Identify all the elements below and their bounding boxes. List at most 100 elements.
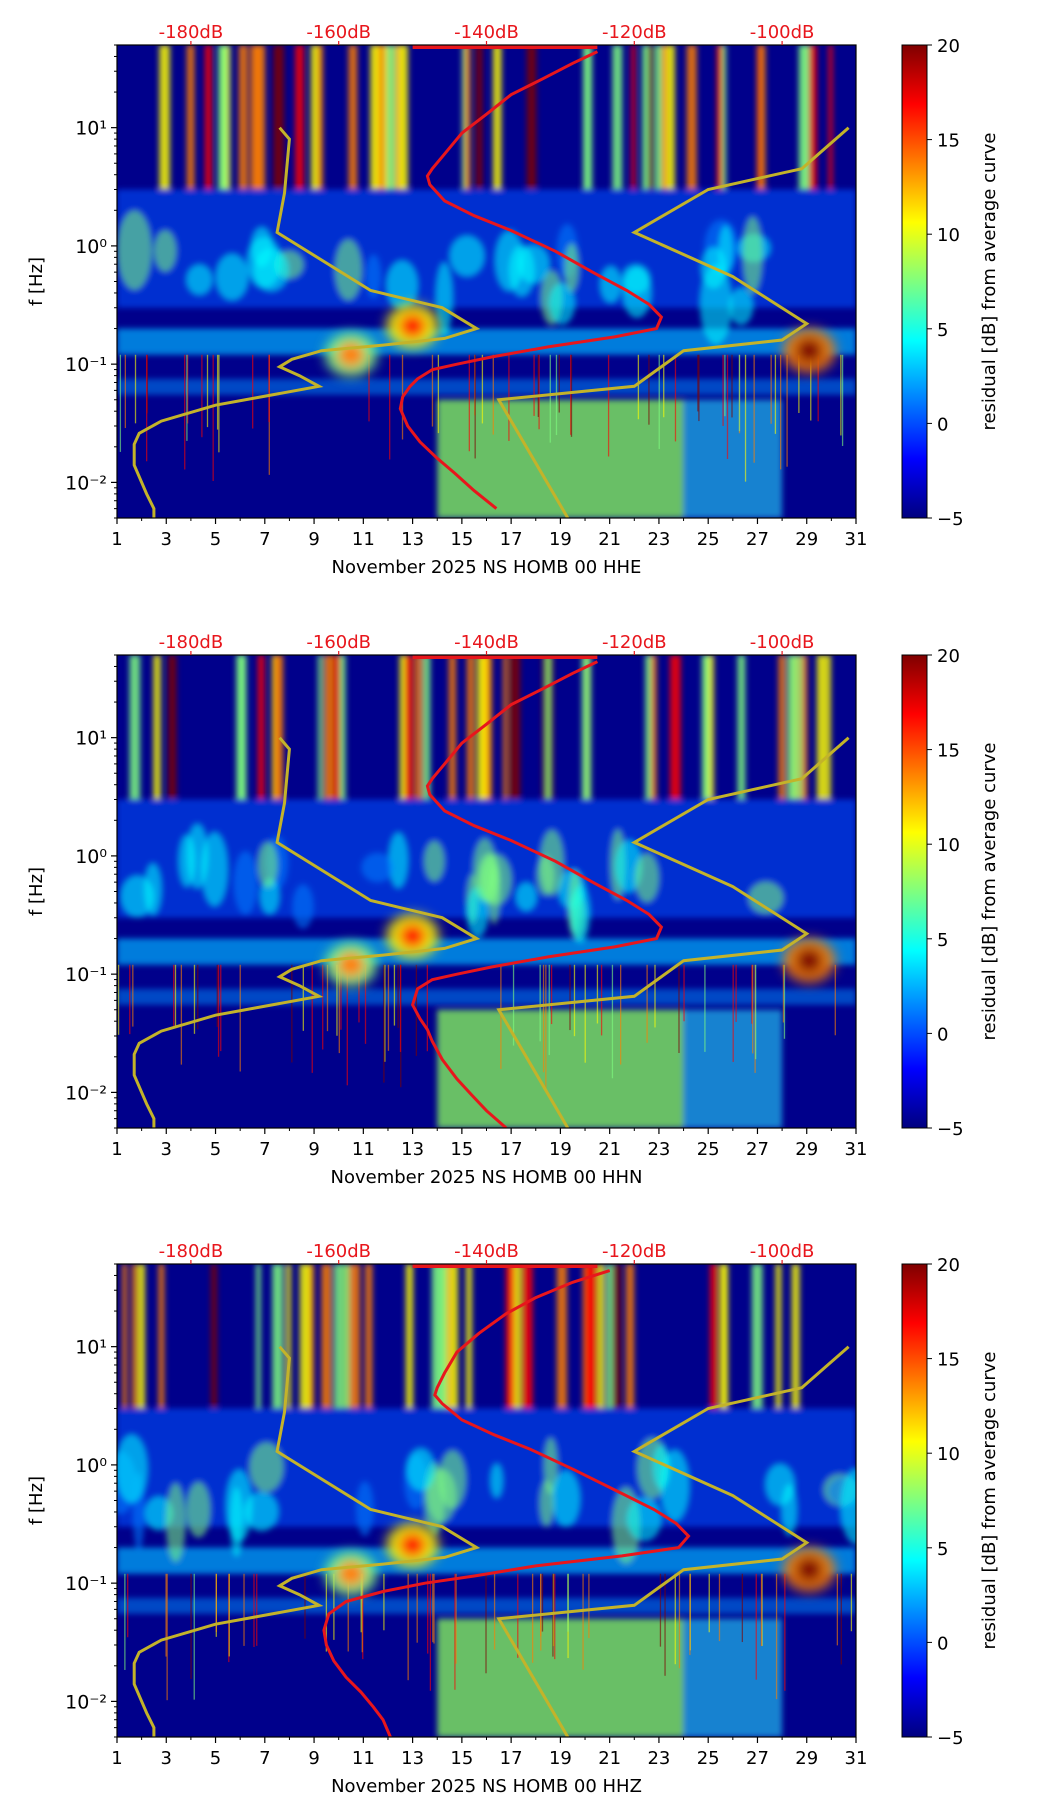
hf-stripe (825, 655, 831, 800)
hf-stripe (448, 655, 456, 800)
microseism-band (117, 938, 856, 965)
hf-stripe (606, 1264, 613, 1409)
hf-stripe (339, 655, 346, 800)
colorbar-tick-label: 20 (937, 646, 960, 667)
x-axis-label: November 2025 NS HOMB 00 HHZ (331, 1776, 642, 1797)
mid-blob (728, 287, 754, 326)
y-tick-label: 10⁰ (75, 846, 107, 868)
hf-stripe (803, 45, 810, 190)
colorbar-tick-label: 10 (937, 1444, 960, 1465)
hotspot-core (795, 947, 824, 974)
x-tick-label: 7 (259, 529, 270, 550)
hf-stripe (556, 1264, 567, 1409)
hf-stripe (464, 45, 471, 190)
hf-stripe (642, 45, 653, 190)
x-tick-label: 13 (401, 1139, 424, 1160)
hf-stripe (385, 45, 396, 190)
hf-stripe (273, 45, 285, 190)
heatmap-texture (117, 655, 856, 1128)
mid-blob (423, 840, 445, 882)
low-frequency-region (437, 1618, 684, 1737)
x-tick-label: 1 (111, 1139, 122, 1160)
y-tick-label: 10⁻² (65, 1691, 107, 1713)
olive-curve (132, 1345, 481, 1737)
hf-stripe (645, 655, 652, 800)
colorbar-tick-label: 10 (937, 225, 960, 246)
hf-stripe (286, 1264, 291, 1409)
y-axis-label: f [Hz] (26, 1476, 47, 1525)
x-tick-label: 15 (450, 1139, 473, 1160)
hotspot-core (795, 337, 824, 364)
hf-stripe (802, 655, 808, 800)
hf-stripe (431, 1264, 442, 1409)
hf-stripe (583, 45, 589, 190)
colorbar: 20 15 10 5 0 −5 residual [dB] from average cur… (901, 1255, 1000, 1749)
colorbar-label: residual [dB] from average curve (979, 132, 1000, 430)
hf-stripe (522, 1264, 533, 1409)
y-axis-label: f [Hz] (26, 867, 47, 916)
colorbar-tick-label: 15 (937, 131, 960, 152)
x-tick-label: 3 (161, 1748, 172, 1769)
hotspot-core (398, 923, 427, 950)
mid-blob (361, 852, 394, 883)
x-tick-label: 17 (500, 1139, 523, 1160)
y-tick-label: 10⁻¹ (65, 964, 107, 986)
x-tick-label: 29 (795, 1139, 818, 1160)
mid-blob (259, 878, 280, 915)
top-db-label: -180dB (159, 632, 224, 653)
x-axis-label: November 2025 NS HOMB 00 HHN (331, 1167, 643, 1188)
x-tick-label: 1 (111, 529, 122, 550)
hf-stripe (399, 655, 407, 800)
colorbar-tick-label: 10 (937, 835, 960, 856)
hf-stripe (716, 45, 723, 190)
hf-stripe (405, 1264, 414, 1409)
hf-stripe (828, 45, 833, 190)
top-db-label: -140dB (454, 1241, 519, 1262)
y-tick-label: 10¹ (75, 118, 107, 140)
mid-blob (548, 282, 576, 325)
mid-blob (539, 829, 565, 896)
plot-area (117, 655, 856, 1128)
low-frequency-region (683, 1618, 783, 1737)
hf-stripe (737, 655, 746, 800)
mid-blob (244, 1491, 279, 1532)
x-tick-label: 19 (549, 529, 572, 550)
top-db-label: -120dB (602, 1241, 667, 1262)
x-tick-label: 21 (598, 1139, 621, 1160)
x-tick-label: 29 (795, 1748, 818, 1769)
hf-stripe (131, 1264, 137, 1409)
hf-stripe (210, 1264, 217, 1409)
hf-stripe (365, 1264, 373, 1409)
x-tick-label: 13 (401, 1748, 424, 1769)
mid-blob (186, 1481, 211, 1538)
colorbar-tick-label: 20 (937, 1255, 960, 1276)
mid-blob (249, 1442, 284, 1493)
colorbar-tick-label: 5 (937, 930, 948, 951)
x-tick-label: 5 (210, 1748, 221, 1769)
mid-blob (233, 851, 258, 915)
y-tick-label: 10⁻² (65, 1082, 107, 1104)
mid-blob (386, 260, 419, 311)
mid-blob (781, 1483, 797, 1537)
mid-blob (251, 226, 273, 267)
hf-stripe (513, 1264, 522, 1409)
hf-stripe (475, 45, 483, 190)
hf-stripe (256, 1264, 261, 1409)
colorbar-tick-label: 0 (937, 1633, 948, 1654)
y-tick-label: 10⁻¹ (65, 354, 107, 376)
hf-stripe (370, 45, 381, 190)
mid-blob (449, 235, 485, 277)
hf-stripe (654, 45, 665, 190)
x-tick-label: 19 (549, 1748, 572, 1769)
top-db-label: -140dB (454, 632, 519, 653)
hf-stripe (778, 655, 786, 800)
mid-blob (551, 1470, 581, 1528)
hotspot-core (398, 313, 427, 340)
y-tick-label: 10¹ (75, 728, 107, 750)
microseism-band (117, 328, 856, 355)
mid-blob (600, 266, 622, 303)
y-tick-label: 10¹ (75, 1337, 107, 1359)
hf-stripe (168, 655, 177, 800)
